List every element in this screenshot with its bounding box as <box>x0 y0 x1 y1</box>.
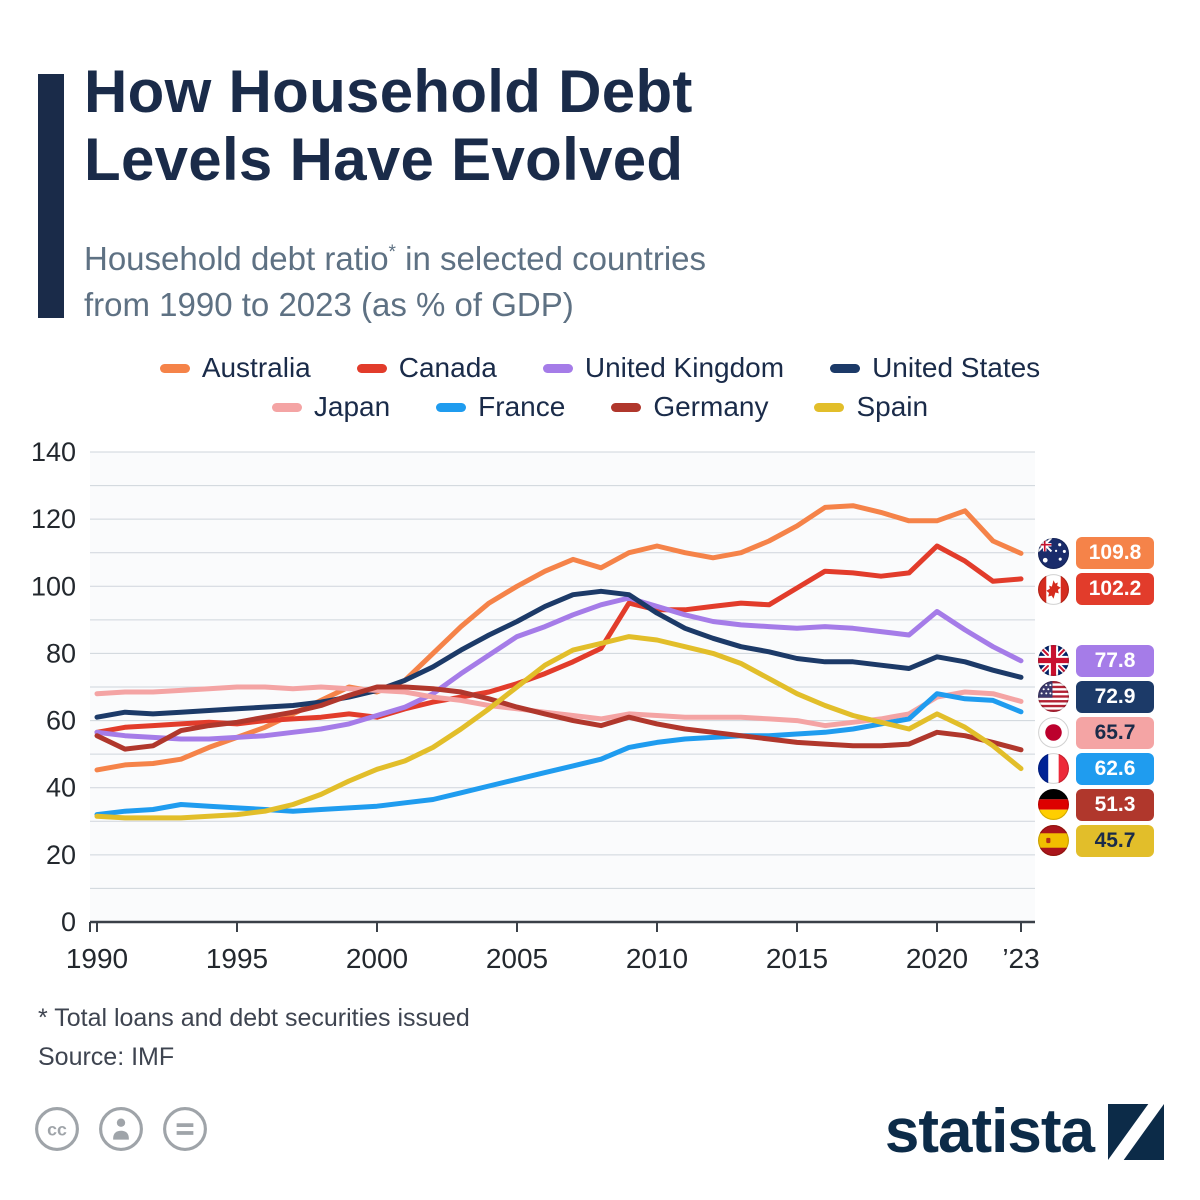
legend-item-germany: Germany <box>611 391 768 423</box>
cc-license-icon[interactable]: cc <box>34 1106 80 1152</box>
license-icons: cc <box>34 1106 208 1152</box>
debt-line-chart: 0 20 40 60 80 100 120 140 1990 1995 2000 2005 2010 20… <box>31 437 1040 974</box>
subtitle-line-1: Household debt ratio* in selected countr… <box>84 236 706 282</box>
x-tick-label-2023: ’23 <box>1002 943 1039 974</box>
legend-swatch-united-states <box>830 363 861 373</box>
x-tick-label-2005: 2005 <box>486 943 548 974</box>
no-derivatives-icon[interactable] <box>162 1106 208 1152</box>
title-accent-bar <box>38 74 64 318</box>
legend-item-japan: Japan <box>271 391 391 423</box>
line-spain <box>94 634 1024 821</box>
y-tick-label-40: 40 <box>46 773 76 803</box>
legend-item-spain: Spain <box>814 391 928 423</box>
legend-swatch-france <box>436 402 467 412</box>
legend-label-france: France <box>478 391 566 422</box>
legend-label-canada: Canada <box>398 352 497 383</box>
y-tick-label-60: 60 <box>46 706 76 736</box>
line-united-states <box>94 588 1024 720</box>
x-tick-label-2000: 2000 <box>346 943 408 974</box>
chart-title: How Household Debt Levels Have Evolved <box>84 58 693 195</box>
subtitle-text: Household debt ratio <box>84 240 389 277</box>
line-united-kingdom <box>94 595 1024 742</box>
y-tick-label-20: 20 <box>46 840 76 870</box>
line-germany <box>94 684 1024 753</box>
x-tick-label-2010: 2010 <box>626 943 688 974</box>
y-tick-label-100: 100 <box>31 571 76 601</box>
line-australia <box>94 503 1024 773</box>
legend-item-canada: Canada <box>356 352 497 384</box>
subtitle-line-2: from 1990 to 2023 (as % of GDP) <box>84 285 574 323</box>
x-tick-label-2015: 2015 <box>766 943 828 974</box>
legend-swatch-japan <box>271 402 302 412</box>
footnote-asterisk: * <box>388 242 396 263</box>
title-line-2: Levels Have Evolved <box>84 126 684 194</box>
line-france <box>94 691 1024 818</box>
y-tick-label-80: 80 <box>46 638 76 668</box>
statista-logo[interactable]: statista <box>885 1096 1164 1167</box>
legend-swatch-australia <box>159 363 190 373</box>
y-tick-label-140: 140 <box>31 437 76 467</box>
legend-item-france: France <box>436 391 565 423</box>
legend-item-united-kingdom: United Kingdom <box>542 352 785 384</box>
footnote: * Total loans and debt securities issued <box>38 1004 470 1032</box>
legend-label-united-states: United States <box>872 352 1041 383</box>
chart-legend: Australia Canada United Kingdom United Stat… <box>0 352 1200 423</box>
legend-label-spain: Spain <box>856 391 929 422</box>
legend-row: Japan France Germany Spain <box>271 391 928 423</box>
subtitle-text-cont: in selected countries <box>396 240 707 277</box>
x-tick-label-2020: 2020 <box>906 943 968 974</box>
x-tick-label-1990: 1990 <box>66 943 128 974</box>
legend-row: Australia Canada United Kingdom United Stat… <box>159 352 1040 384</box>
legend-swatch-spain <box>814 402 845 412</box>
legend-swatch-united-kingdom <box>542 363 573 373</box>
x-tick-label-1995: 1995 <box>206 943 268 974</box>
statista-logo-mark <box>1108 1103 1164 1160</box>
chart-subtitle: Household debt ratio* in selected countr… <box>84 236 706 327</box>
y-tick-label-0: 0 <box>61 907 76 937</box>
legend-item-australia: Australia <box>159 352 311 384</box>
title-line-1: How Household Debt <box>84 58 693 125</box>
chart-area: 0 20 40 60 80 100 120 140 1990 1995 2000 2005 2010 20… <box>0 430 1200 990</box>
legend-label-japan: Japan <box>313 391 391 422</box>
legend-swatch-canada <box>356 363 387 373</box>
source-credit: Source: IMF <box>38 1043 175 1071</box>
legend-swatch-germany <box>611 402 642 412</box>
y-tick-label-120: 120 <box>31 504 76 534</box>
svg-text:cc: cc <box>47 1119 67 1139</box>
attribution-person-icon[interactable] <box>98 1106 144 1152</box>
legend-item-united-states: United States <box>830 352 1040 384</box>
statista-wordmark: statista <box>884 1097 1095 1166</box>
legend-label-united-kingdom: United Kingdom <box>584 352 785 383</box>
legend-label-germany: Germany <box>653 391 769 422</box>
legend-label-australia: Australia <box>201 352 311 383</box>
